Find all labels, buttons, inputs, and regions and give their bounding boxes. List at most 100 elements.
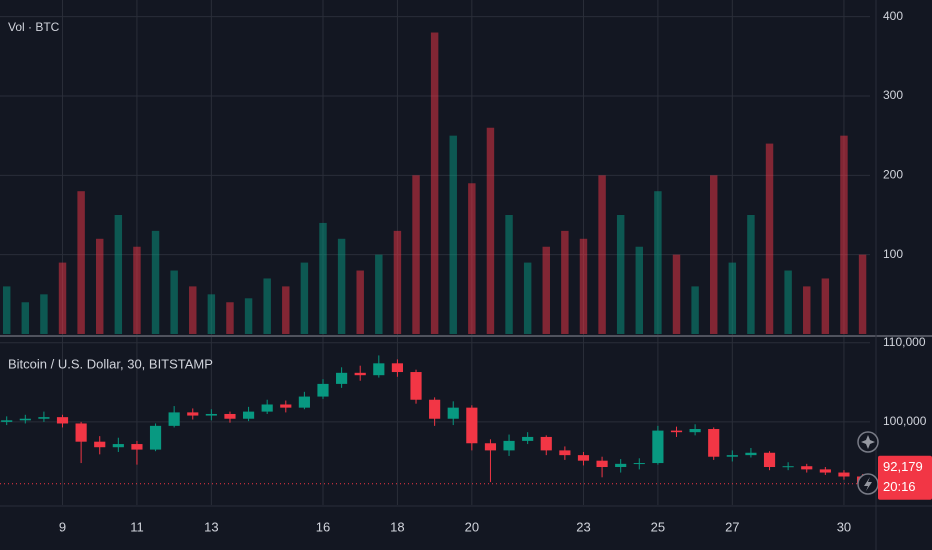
- candle-body: [503, 440, 515, 451]
- candle-body: [373, 363, 385, 376]
- volume-bar: [319, 222, 327, 334]
- candle-body: [131, 444, 143, 450]
- x-tick-label: 13: [204, 519, 218, 534]
- candle-body: [540, 436, 552, 451]
- volume-bar: [282, 286, 290, 334]
- candle-body: [782, 466, 794, 468]
- volume-bar: [393, 230, 402, 334]
- candle-body: [559, 450, 571, 456]
- candle-body: [391, 363, 403, 373]
- volume-bar: [263, 278, 271, 334]
- candle-body: [75, 423, 87, 442]
- candle-body: [819, 469, 831, 473]
- volume-bar: [356, 270, 364, 334]
- candle-body: [298, 396, 310, 408]
- candle-body: [317, 383, 329, 397]
- candle-body: [670, 430, 683, 433]
- candle-body: [633, 463, 645, 465]
- candle-body: [410, 372, 422, 400]
- volume-bar: [821, 278, 830, 334]
- y-tick-label: 100,000: [883, 414, 927, 428]
- candle-body: [689, 429, 701, 433]
- y-tick-label: 300: [883, 88, 903, 102]
- x-tick-label: 18: [390, 519, 404, 534]
- candle-body: [801, 466, 813, 470]
- candle-body: [447, 407, 459, 419]
- candle-body: [596, 460, 608, 468]
- volume-bar: [561, 230, 569, 334]
- volume-bar: [170, 270, 178, 334]
- volume-bar: [672, 254, 681, 334]
- volume-bar: [58, 262, 67, 334]
- x-tick-label: 23: [576, 519, 590, 534]
- volume-bar: [151, 230, 160, 334]
- candle-body: [336, 372, 348, 384]
- candle-body: [354, 372, 366, 376]
- volume-bar: [523, 262, 532, 334]
- y-tick-label: 110,000: [883, 335, 926, 349]
- volume-bar: [709, 175, 718, 334]
- candle-body: [168, 412, 180, 426]
- icon: [864, 477, 872, 491]
- last-price-box: [878, 455, 932, 500]
- volume-bar: [189, 286, 197, 334]
- candle-body: [763, 452, 776, 468]
- volume-bar: [207, 294, 216, 334]
- candle-body: [19, 418, 31, 421]
- y-tick-label: 100: [883, 247, 903, 261]
- volume-bar: [505, 214, 513, 334]
- candle-body: [94, 441, 106, 448]
- volume-title: Vol · BTC: [8, 20, 60, 34]
- volume-bar: [449, 135, 457, 334]
- candle-body: [652, 430, 664, 464]
- x-tick-label: 16: [316, 519, 330, 534]
- x-tick-label: 20: [465, 519, 479, 534]
- volume-bar: [21, 302, 30, 334]
- candle-body: [726, 455, 738, 457]
- volume-bar: [96, 238, 104, 334]
- countdown-label: 20:16: [883, 479, 916, 494]
- volume-bar: [412, 175, 420, 334]
- volume-bar: [486, 127, 495, 334]
- candle-body: [615, 463, 627, 468]
- volume-bar: [40, 294, 48, 334]
- candle-body: [577, 455, 590, 461]
- volume-bar: [803, 286, 811, 334]
- candle-body: [149, 425, 162, 450]
- volume-bar: [616, 214, 625, 334]
- candle-body: [56, 417, 69, 424]
- y-tick-label: 400: [883, 9, 903, 23]
- volume-bar: [635, 246, 644, 334]
- volume-bar: [375, 254, 383, 334]
- volume-bar: [77, 191, 85, 334]
- volume-bar: [226, 302, 234, 334]
- candle-body: [187, 412, 199, 416]
- candle-body: [745, 452, 757, 456]
- candle-body: [38, 417, 50, 419]
- candle-body: [1, 420, 13, 422]
- volume-bar: [114, 214, 123, 334]
- volume-bar: [468, 183, 476, 334]
- volume-bar: [244, 298, 253, 334]
- candle-body: [708, 429, 720, 457]
- volume-bar: [2, 286, 11, 334]
- volume-bar: [300, 262, 309, 334]
- volume-bar: [654, 191, 662, 334]
- volume-bar: [542, 246, 550, 334]
- y-tick-label: 200: [883, 168, 903, 182]
- icon: [861, 435, 875, 449]
- volume-bar: [765, 143, 774, 334]
- candle-body: [112, 444, 124, 448]
- toolbar-icons[interactable]: [857, 431, 879, 495]
- volume-bar: [784, 270, 792, 334]
- x-tick-label: 30: [837, 519, 851, 534]
- x-tick-label: 11: [130, 519, 144, 534]
- x-tick-label: 9: [59, 519, 66, 534]
- candle-body: [205, 413, 217, 416]
- price-title: Bitcoin / U.S. Dollar, 30, BITSTAMP: [8, 356, 213, 371]
- candle-body: [522, 436, 534, 441]
- volume-bar: [579, 238, 588, 334]
- candle-body: [242, 411, 255, 419]
- marks: [0, 32, 876, 487]
